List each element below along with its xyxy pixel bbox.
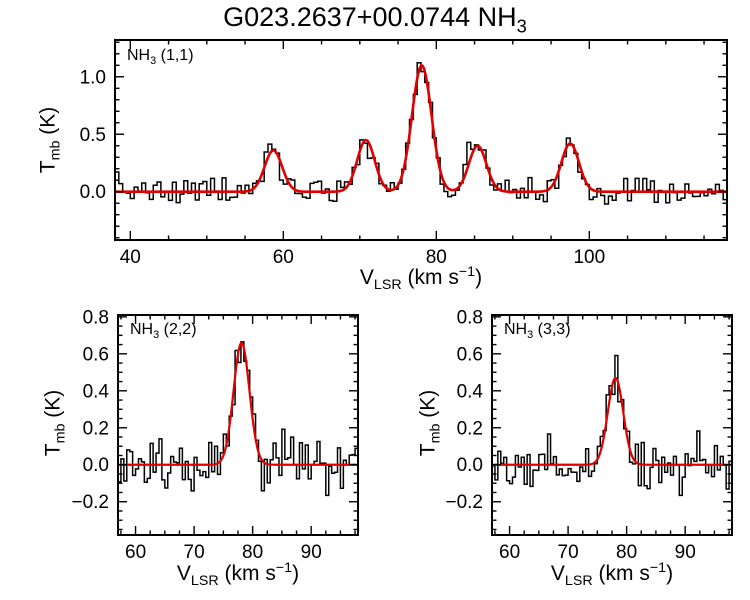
- x-tick-label: 80: [616, 542, 637, 563]
- y-tick-label: 0.2: [457, 418, 483, 439]
- y-tick-label: 0.6: [83, 344, 109, 365]
- x-tick-label: 40: [120, 247, 141, 268]
- spectrum-panel-nh3-3-3: 60 70 80 90 −0.2 0.0 0.2 0.4 0.6 0.8: [445, 307, 733, 563]
- y-tick-label: 0.0: [457, 455, 483, 476]
- x-axis-title-bottom-right: VLSR (km s−1): [550, 560, 674, 590]
- y-axis-title-bottom-left: Tmb (K): [41, 389, 69, 457]
- figure-title-text: G023.2637+00.0744 NH: [223, 2, 517, 32]
- panel-label-nh3-22: NH3 (2,2): [130, 321, 197, 342]
- fit-curve-nh3-3-3: [492, 377, 732, 466]
- x-axis-title-bottom-left: VLSR (km s−1): [176, 560, 300, 590]
- ticks: 60 70 80 90 −0.2 0.0 0.2 0.4 0.6 0.8: [445, 307, 732, 563]
- spectrum-trace-nh3-1-1: [115, 61, 727, 205]
- fit-curve-nh3-2-2: [118, 341, 358, 466]
- x-tick-label: 100: [573, 247, 605, 268]
- y-tick-label: 0.8: [83, 307, 109, 328]
- x-tick-label: 90: [675, 542, 696, 563]
- spectrum-panel-nh3-2-2: 60 70 80 90 −0.2 0.0 0.2 0.4 0.6 0.8: [71, 307, 359, 563]
- fit-curve-nh3-1-1: [115, 64, 727, 194]
- spectrum-trace-nh3-2-2: [118, 341, 358, 497]
- y-tick-label: 0.4: [457, 381, 484, 402]
- x-tick-label: 60: [499, 542, 520, 563]
- plot-frame: [491, 314, 733, 536]
- x-tick-label: 80: [426, 247, 447, 268]
- spectrum-panel-nh3-1-1: 40 60 80 100 0.0 0.5 1.0: [80, 39, 728, 268]
- x-tick-label: 60: [125, 542, 146, 563]
- x-tick-label: 70: [558, 542, 579, 563]
- y-tick-label: 0.4: [83, 381, 110, 402]
- y-tick-label: 0.5: [80, 125, 106, 146]
- panel-label-nh3-33: NH3 (3,3): [504, 321, 571, 342]
- x-tick-label: 60: [273, 247, 294, 268]
- ticks: 40 60 80 100 0.0 0.5 1.0: [80, 40, 727, 268]
- plot-frame: [117, 314, 359, 536]
- x-tick-label: 70: [184, 542, 205, 563]
- y-axis-title-bottom-right: Tmb (K): [416, 389, 444, 457]
- y-tick-label: 0.2: [83, 418, 109, 439]
- panel-label-nh3-11: NH3 (1,1): [127, 47, 194, 68]
- y-tick-label: 0.0: [83, 455, 109, 476]
- y-tick-label: −0.2: [71, 492, 109, 513]
- spectrum-trace-nh3-3-3: [492, 354, 732, 497]
- y-tick-label: 0.8: [457, 307, 483, 328]
- figure-title-sub: 3: [516, 15, 527, 37]
- figure-title: G023.2637+00.0744 NH3: [0, 2, 750, 37]
- y-axis-title-top: Tmb (K): [36, 106, 64, 174]
- x-tick-label: 80: [242, 542, 263, 563]
- y-tick-label: 0.6: [457, 344, 483, 365]
- y-tick-label: 0.0: [80, 182, 106, 203]
- ticks: 60 70 80 90 −0.2 0.0 0.2 0.4 0.6 0.8: [71, 307, 358, 563]
- y-tick-label: 1.0: [80, 67, 106, 88]
- plot-frame: [114, 39, 728, 241]
- y-tick-label: −0.2: [445, 492, 483, 513]
- x-tick-label: 90: [301, 542, 322, 563]
- x-axis-title-top: VLSR (km s−1): [359, 264, 483, 294]
